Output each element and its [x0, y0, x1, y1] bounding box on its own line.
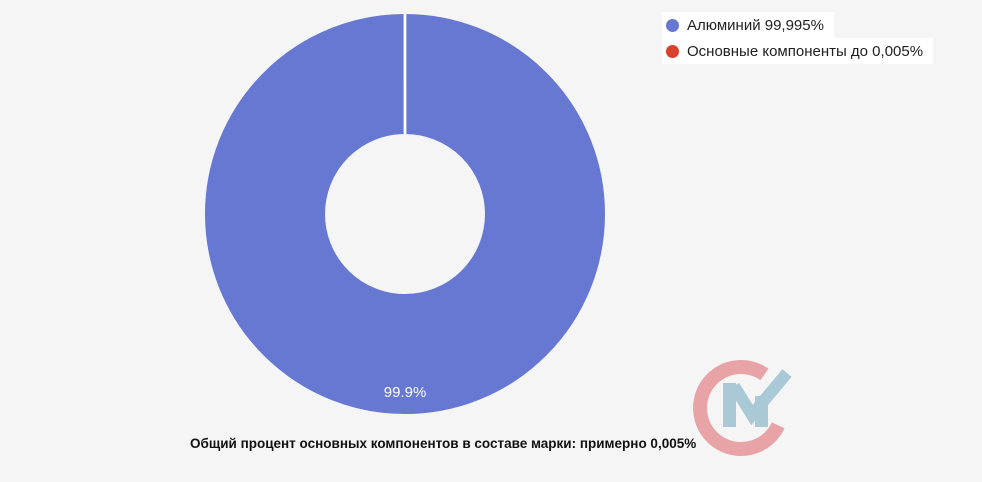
chart-caption: Общий процент основных компонентов в сос…: [190, 436, 697, 451]
legend-item[interactable]: Основные компоненты до 0,005%: [662, 38, 934, 64]
legend-label: Алюминий 99,995%: [687, 16, 824, 34]
logo-m-shape: [723, 369, 792, 427]
slice-value-label: 99.9%: [384, 384, 427, 401]
legend-swatch-icon: [666, 18, 679, 32]
cm-watermark-logo: [693, 360, 792, 456]
logo-c-shape: [693, 360, 785, 456]
legend-label: Основные компоненты до 0,005%: [687, 42, 924, 60]
legend-swatch-icon: [666, 44, 679, 58]
legend-item[interactable]: Алюминий 99,995%: [662, 12, 834, 38]
chart-legend: Алюминий 99,995% Основные компоненты до 0…: [662, 12, 934, 64]
